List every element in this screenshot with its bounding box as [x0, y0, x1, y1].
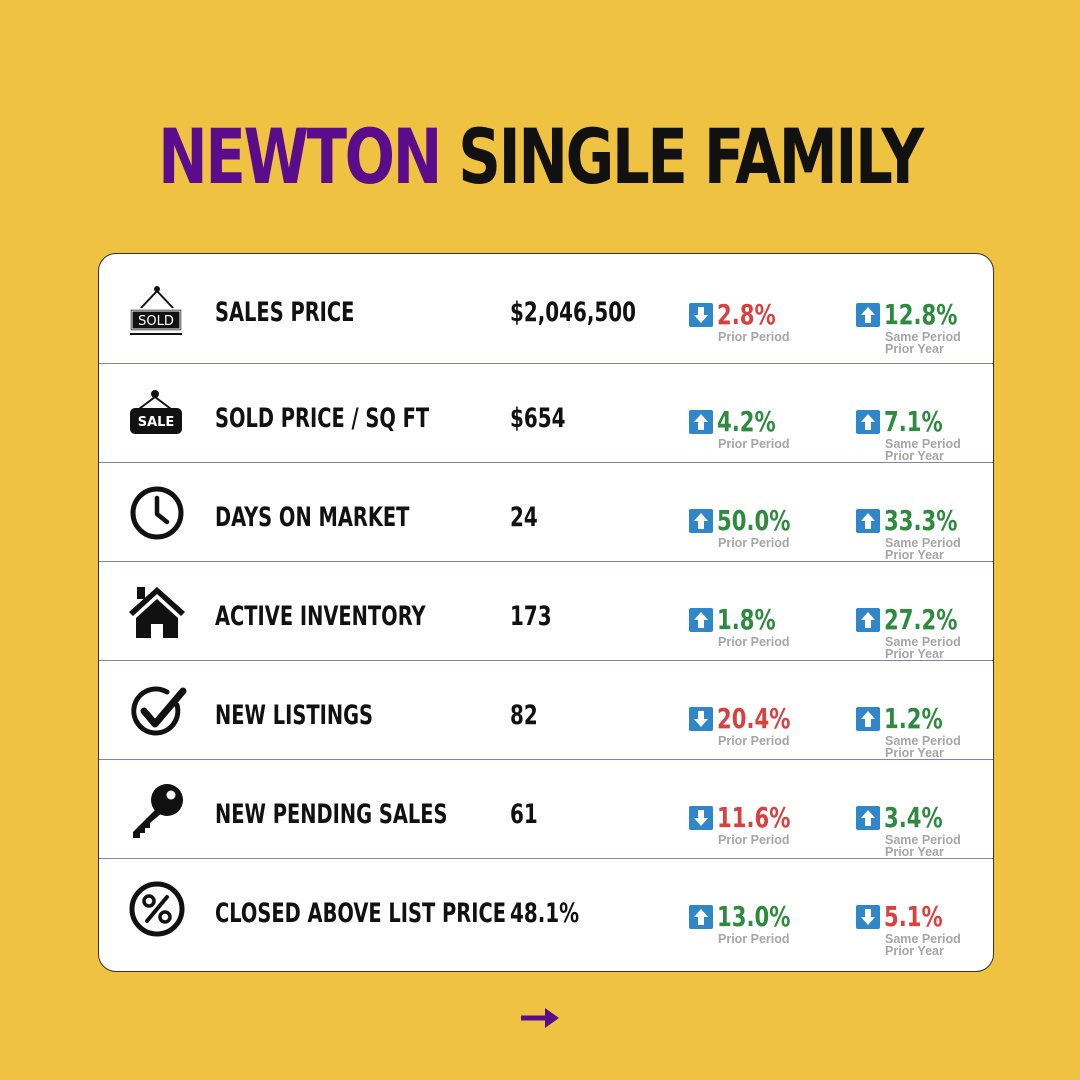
stat-value: 82 — [510, 700, 538, 731]
change-caption: Same Period Prior Year — [885, 437, 961, 463]
stat-value: 173 — [510, 601, 552, 632]
house-icon — [127, 582, 187, 642]
stat-value: 61 — [510, 799, 538, 830]
stat-value: 48.1% — [510, 898, 580, 929]
change-percent: 11.6% — [717, 801, 791, 834]
arrow-right-icon[interactable] — [519, 1005, 561, 1031]
stat-label: CLOSED ABOVE LIST PRICE — [215, 898, 507, 929]
stats-card: SOLD SALES PRICE $2,046,500 2.8% Prior P… — [98, 253, 994, 972]
arrow-up-icon — [856, 303, 880, 327]
key-icon — [127, 780, 187, 840]
change-percent: 1.2% — [884, 702, 943, 735]
stat-row-sold-price-sq-ft: SALE SOLD PRICE / SQ FT $654 4.2% Prior … — [99, 363, 993, 462]
change-caption: Same Period Prior Year — [885, 734, 961, 760]
svg-text:SALE: SALE — [138, 415, 175, 430]
change-percent: 3.4% — [884, 801, 943, 834]
change-caption: Prior Period — [718, 932, 790, 946]
arrow-down-icon — [689, 707, 713, 731]
change-percent: 13.0% — [717, 900, 791, 933]
change-caption: Same Period Prior Year — [885, 833, 961, 859]
stat-label: NEW PENDING SALES — [215, 799, 448, 830]
stat-value: $2,046,500 — [510, 297, 637, 328]
change-caption: Same Period Prior Year — [885, 330, 961, 356]
stat-row-closed-above-list-price: CLOSED ABOVE LIST PRICE 48.1% 13.0% Prio… — [99, 858, 993, 971]
title-city: NEWTON — [158, 112, 442, 201]
change-caption: Same Period Prior Year — [885, 635, 961, 661]
change-percent: 5.1% — [884, 900, 943, 933]
stat-row-new-listings: NEW LISTINGS 82 20.4% Prior Period 1.2% … — [99, 660, 993, 759]
change-caption: Same Period Prior Year — [885, 932, 961, 958]
change-caption: Same Period Prior Year — [885, 536, 961, 562]
change-percent: 1.8% — [717, 603, 776, 636]
page-title: NEWTON SINGLE FAMILY — [119, 112, 961, 201]
stat-value: $654 — [510, 403, 566, 434]
arrow-up-icon — [856, 410, 880, 434]
change-percent: 2.8% — [717, 298, 776, 331]
change-percent: 33.3% — [884, 504, 958, 537]
stat-label: DAYS ON MARKET — [215, 502, 410, 533]
stat-label: SOLD PRICE / SQ FT — [215, 403, 430, 434]
change-caption: Prior Period — [718, 635, 790, 649]
change-caption: Prior Period — [718, 437, 790, 451]
change-percent: 12.8% — [884, 298, 958, 331]
arrow-up-icon — [856, 509, 880, 533]
stat-value: 24 — [510, 502, 538, 533]
change-caption: Prior Period — [718, 330, 790, 344]
change-caption: Prior Period — [718, 833, 790, 847]
stat-row-days-on-market: DAYS ON MARKET 24 50.0% Prior Period 33.… — [99, 462, 993, 561]
arrow-up-icon — [689, 608, 713, 632]
arrow-down-icon — [856, 905, 880, 929]
change-percent: 50.0% — [717, 504, 791, 537]
stat-label: NEW LISTINGS — [215, 700, 374, 731]
arrow-up-icon — [856, 806, 880, 830]
change-percent: 7.1% — [884, 405, 943, 438]
sale-tag-icon: SALE — [127, 384, 187, 444]
arrow-up-icon — [856, 707, 880, 731]
arrow-up-icon — [856, 608, 880, 632]
arrow-up-icon — [689, 905, 713, 929]
stat-row-sales-price: SOLD SALES PRICE $2,046,500 2.8% Prior P… — [99, 254, 993, 363]
change-percent: 20.4% — [717, 702, 791, 735]
change-percent: 27.2% — [884, 603, 958, 636]
sold-sign-icon: SOLD — [127, 282, 187, 342]
change-caption: Prior Period — [718, 536, 790, 550]
stat-row-new-pending-sales: NEW PENDING SALES 61 11.6% Prior Period … — [99, 759, 993, 858]
title-category: SINGLE FAMILY — [458, 112, 924, 201]
arrow-down-icon — [689, 303, 713, 327]
svg-text:SOLD: SOLD — [138, 314, 174, 329]
arrow-down-icon — [689, 806, 713, 830]
arrow-up-icon — [689, 509, 713, 533]
change-percent: 4.2% — [717, 405, 776, 438]
percent-icon — [127, 879, 187, 939]
stat-label: SALES PRICE — [215, 297, 355, 328]
change-caption: Prior Period — [718, 734, 790, 748]
clock-icon — [127, 483, 187, 543]
checkmark-icon — [127, 681, 187, 741]
arrow-up-icon — [689, 410, 713, 434]
stat-row-active-inventory: ACTIVE INVENTORY 173 1.8% Prior Period 2… — [99, 561, 993, 660]
stat-label: ACTIVE INVENTORY — [215, 601, 426, 632]
